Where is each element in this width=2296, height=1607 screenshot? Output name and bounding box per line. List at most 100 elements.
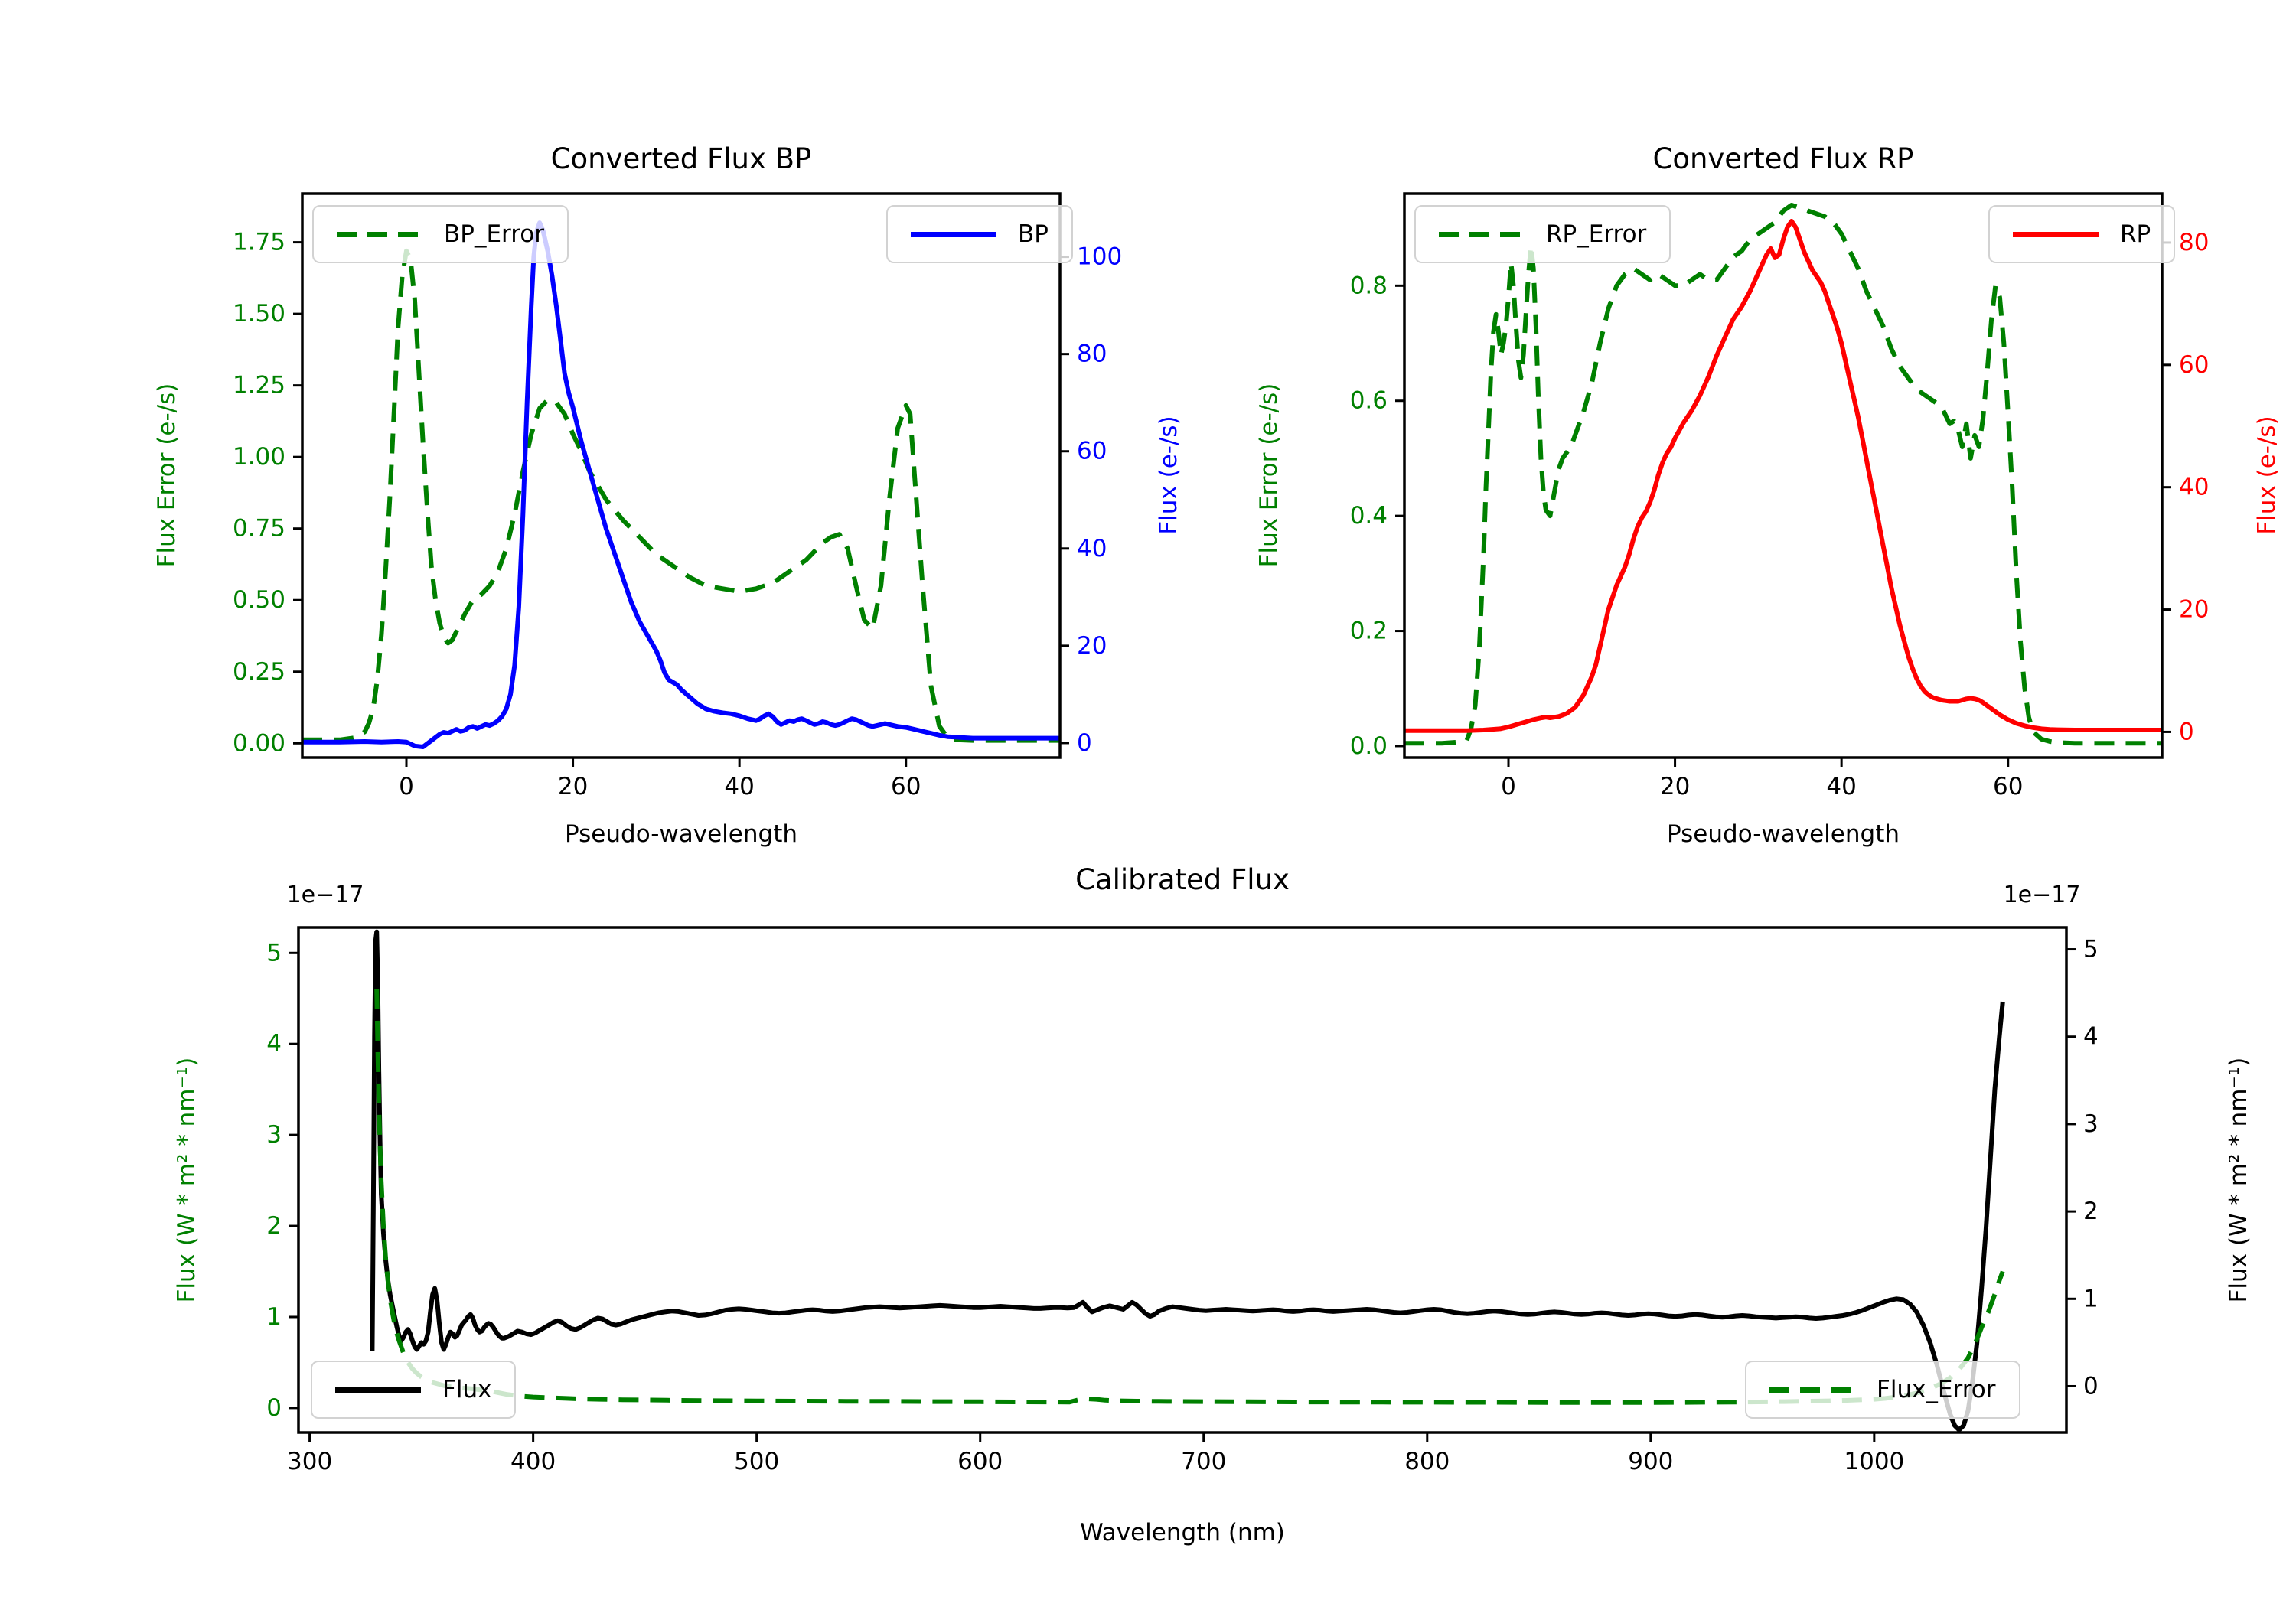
bp-legend-line-icon — [911, 231, 996, 237]
series-line-RP — [1404, 219, 2162, 733]
chart-plot-area-1: 0 20 40 60 0.0 0.2 0.4 0.6 0.8 0 20 40 60 80 — [1350, 192, 2209, 800]
rp-error-legend-line-icon — [1439, 231, 1525, 237]
right-tick-label: 60 — [1077, 438, 1107, 465]
rp-error-legend-label: RP_Error — [1546, 220, 1647, 248]
left-tick-label: 0.25 — [233, 658, 285, 686]
bp-error-legend-label: BP_Error — [444, 220, 545, 248]
flux-error-legend: Flux_Error — [1745, 1361, 2020, 1419]
right-offset-text: 1e−17 — [2003, 882, 2081, 908]
right-tick-label: 20 — [2179, 596, 2209, 624]
x-tick-label: 400 — [510, 1448, 556, 1475]
bp-left-axis-label: Flux Error (e-/s) — [153, 383, 181, 568]
rp-right-axis-label: Flux (e-/s) — [2253, 416, 2281, 535]
bp-right-axis-label: Flux (e-/s) — [1155, 416, 1182, 535]
right-tick-label: 80 — [2179, 229, 2209, 256]
x-tick-label: 900 — [1628, 1448, 1673, 1475]
right-tick-label: 1 — [2083, 1285, 2099, 1312]
flux-legend: Flux — [311, 1361, 517, 1419]
rp-x-axis-label: Pseudo-wavelength — [1666, 820, 1900, 848]
left-tick-label: 0.2 — [1350, 618, 1388, 645]
left-tick-label: 0.6 — [1350, 387, 1388, 415]
series-group — [1404, 203, 2162, 746]
left-offset-text: 1e−17 — [286, 882, 364, 908]
bp-error-legend-line-icon — [337, 231, 422, 237]
calibrated-flux-title: Calibrated Flux — [1075, 863, 1290, 896]
right-tick-label: 20 — [1077, 632, 1107, 660]
left-tick-label: 4 — [266, 1030, 282, 1058]
series-group — [302, 220, 1060, 749]
flux-error-legend-label: Flux_Error — [1877, 1376, 1996, 1403]
flux-legend-line-icon — [335, 1387, 421, 1393]
flux-legend-label: Flux — [442, 1376, 492, 1403]
right-tick-label: 4 — [2083, 1023, 2099, 1051]
left-tick-label: 1.25 — [233, 372, 285, 399]
right-tick-label: 3 — [2083, 1110, 2099, 1138]
x-tick-label: 60 — [1993, 773, 2023, 800]
bp-legend-label: BP — [1018, 220, 1049, 248]
x-tick-label: 0 — [1501, 773, 1516, 800]
flux-left-axis-label: Flux (W * m² * nm⁻¹) — [173, 1057, 201, 1303]
series-line-BP — [302, 220, 1060, 749]
bp-error-legend: BP_Error — [312, 205, 569, 263]
axes-spines — [301, 192, 1062, 759]
left-tick-label: 5 — [266, 939, 282, 966]
right-tick-label: 80 — [1077, 341, 1107, 368]
right-tick-label: 0 — [1077, 729, 1092, 757]
bp-legend: BP — [886, 205, 1073, 263]
chart-plot-area-2: 300 400 500 600 700 800 900 1000 0 1 2 3 4 5 0 1 2 3 4 5 — [266, 926, 2099, 1475]
series-line-Flux — [370, 929, 2005, 1433]
flux-right-axis-label: Flux (W * m² * nm⁻¹) — [2225, 1057, 2252, 1303]
x-tick-label: 40 — [1826, 773, 1856, 800]
rp-legend-label: RP — [2120, 220, 2151, 248]
rp-left-axis-label: Flux Error (e-/s) — [1255, 383, 1283, 568]
series-group — [370, 929, 2005, 1433]
rp-legend-line-icon — [2013, 231, 2099, 237]
bp-x-axis-label: Pseudo-wavelength — [564, 820, 798, 848]
left-tick-label: 1.00 — [233, 443, 285, 471]
axes-spines — [1403, 192, 2164, 759]
left-tick-label: 0 — [266, 1394, 282, 1422]
x-tick-label: 300 — [287, 1448, 332, 1475]
left-tick-label: 0.00 — [233, 729, 285, 757]
series-line-Flux_Error — [374, 989, 2005, 1405]
x-tick-label: 20 — [1660, 773, 1690, 800]
right-tick-label: 0 — [2179, 718, 2194, 745]
rp-error-legend: RP_Error — [1414, 205, 1671, 263]
left-tick-label: 1 — [266, 1303, 282, 1331]
series-line-BP_Error — [302, 248, 1060, 743]
left-tick-label: 0.50 — [233, 586, 285, 614]
flux-x-axis-label: Wavelength (nm) — [1080, 1519, 1285, 1547]
right-tick-label: 5 — [2083, 936, 2099, 963]
series-line-RP_Error — [1404, 203, 2162, 746]
axes-spines — [297, 926, 2068, 1434]
right-tick-label: 40 — [2179, 474, 2209, 501]
left-tick-label: 1.50 — [233, 300, 285, 328]
rp-chart-title: Converted Flux RP — [1652, 142, 1914, 175]
left-tick-label: 0.75 — [233, 515, 285, 543]
left-tick-label: 3 — [266, 1121, 282, 1149]
rp-legend: RP — [1988, 205, 2176, 263]
x-tick-label: 600 — [957, 1448, 1003, 1475]
x-tick-label: 1000 — [1844, 1448, 1904, 1475]
bp-chart-title: Converted Flux BP — [550, 142, 812, 175]
x-tick-label: 20 — [558, 773, 588, 800]
right-tick-label: 2 — [2083, 1198, 2099, 1225]
right-tick-label: 60 — [2179, 351, 2209, 379]
x-tick-label: 700 — [1181, 1448, 1226, 1475]
x-tick-label: 500 — [734, 1448, 779, 1475]
left-tick-label: 1.75 — [233, 229, 285, 256]
right-tick-label: 40 — [1077, 535, 1107, 562]
right-tick-label: 0 — [2083, 1372, 2099, 1400]
x-tick-label: 800 — [1404, 1448, 1450, 1475]
flux-error-legend-line-icon — [1769, 1387, 1855, 1393]
x-tick-label: 40 — [724, 773, 754, 800]
x-tick-label: 60 — [891, 773, 921, 800]
left-tick-label: 0.8 — [1350, 272, 1388, 299]
chart-plot-area-0: 0 20 40 60 0.00 0.25 0.50 0.75 1.00 1.25 1.50 1.75 0… — [233, 192, 1122, 800]
left-tick-label: 2 — [266, 1212, 282, 1240]
right-tick-label: 100 — [1077, 243, 1122, 271]
left-tick-label: 0.0 — [1350, 732, 1388, 760]
left-tick-label: 0.4 — [1350, 502, 1388, 530]
x-tick-label: 0 — [399, 773, 414, 800]
